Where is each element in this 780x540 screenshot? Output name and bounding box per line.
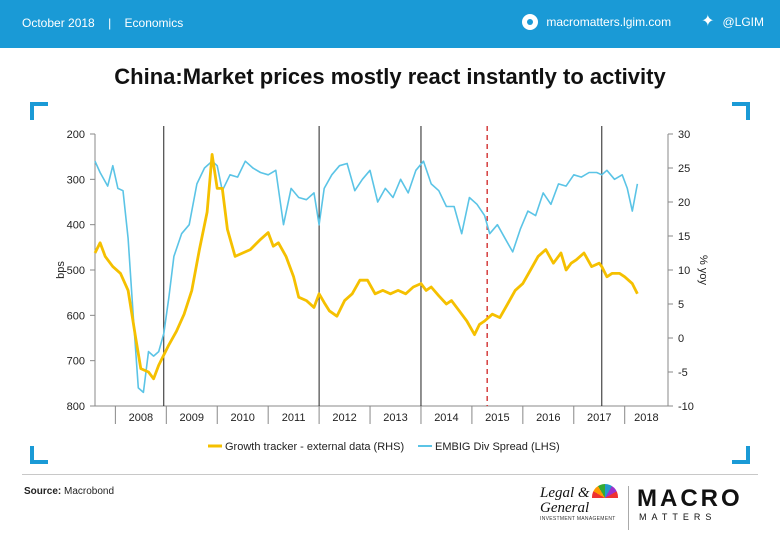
page-title: China:Market prices mostly react instant… bbox=[114, 64, 666, 89]
legend-spread-label: EMBIG Div Spread (LHS) bbox=[435, 441, 560, 453]
left-axis-title: bps bbox=[55, 261, 67, 279]
right-tick-label: 15 bbox=[678, 231, 690, 243]
header-section: Economics bbox=[124, 16, 184, 30]
logo-lg-line3: INVESTMENT MANAGEMENT bbox=[540, 516, 616, 522]
x-tick-label: 2015 bbox=[485, 412, 509, 424]
header-twitter-link[interactable]: @LGIM bbox=[722, 15, 764, 29]
header-left: October 2018 | Economics bbox=[22, 16, 193, 30]
globe-icon bbox=[522, 14, 539, 30]
umbrella-icon bbox=[592, 484, 618, 498]
left-tick-label: 700 bbox=[67, 356, 85, 368]
left-tick-label: 400 bbox=[67, 220, 85, 232]
growth-tracker-line bbox=[93, 152, 639, 381]
x-tick-label: 2018 bbox=[634, 412, 658, 424]
x-tick-label: 2014 bbox=[434, 412, 458, 424]
logo-matters-text: MATTERS bbox=[639, 512, 717, 522]
header-bar: October 2018 | Economics macromatters.lg… bbox=[0, 0, 780, 48]
logo-macro-text: MACRO bbox=[637, 485, 743, 512]
x-tick-label: 2008 bbox=[129, 412, 153, 424]
right-tick-label: -10 bbox=[678, 401, 694, 413]
header-right: macromatters.lgim.com ✦ @LGIM bbox=[522, 14, 764, 30]
x-tick-label: 2017 bbox=[587, 412, 611, 424]
left-tick-label: 200 bbox=[67, 129, 85, 141]
x-tick-label: 2009 bbox=[180, 412, 204, 424]
right-tick-label: 10 bbox=[678, 265, 690, 277]
source-label: Source: bbox=[24, 486, 62, 497]
left-tick-label: 800 bbox=[67, 401, 85, 413]
corner-bracket-top-left bbox=[30, 102, 48, 120]
header-website-link[interactable]: macromatters.lgim.com bbox=[546, 15, 672, 29]
x-tick-label: 2012 bbox=[332, 412, 356, 424]
source-note: Source: Macrobond bbox=[24, 486, 114, 497]
logo-lg-line1: Legal & bbox=[540, 485, 590, 501]
legend-growth-label: Growth tracker - external data (RHS) bbox=[225, 441, 404, 453]
header-date: October 2018 bbox=[22, 16, 95, 30]
source-value: Macrobond bbox=[64, 486, 115, 497]
left-tick-label: 600 bbox=[67, 310, 85, 322]
x-tick-label: 2010 bbox=[230, 412, 254, 424]
corner-bracket-bottom-right bbox=[732, 446, 750, 464]
right-tick-label: -5 bbox=[678, 367, 688, 379]
x-tick-label: 2011 bbox=[282, 412, 306, 424]
macro-matters-logo: MACRO MATTERS bbox=[628, 486, 767, 530]
right-tick-label: 20 bbox=[678, 197, 690, 209]
footer-divider bbox=[22, 474, 758, 475]
legal-general-logo: Legal & General INVESTMENT MANAGEMENT bbox=[540, 484, 620, 528]
header-separator: | bbox=[108, 16, 112, 30]
right-axis-title: % yoy bbox=[697, 255, 709, 285]
right-tick-label: 5 bbox=[678, 299, 684, 311]
right-tick-label: 0 bbox=[678, 333, 684, 345]
corner-bracket-bottom-left bbox=[30, 446, 48, 464]
x-tick-label: 2013 bbox=[383, 412, 407, 424]
right-tick-label: 30 bbox=[678, 129, 690, 141]
left-tick-label: 300 bbox=[67, 174, 85, 186]
left-tick-label: 500 bbox=[67, 265, 85, 277]
x-tick-label: 2016 bbox=[536, 412, 560, 424]
right-tick-label: 25 bbox=[678, 163, 690, 175]
logo-lg-line2: General bbox=[540, 500, 590, 516]
corner-bracket-top-right bbox=[732, 102, 750, 120]
twitter-icon: ✦ bbox=[701, 13, 715, 30]
embig-spread-line bbox=[94, 160, 639, 394]
chart-svg: 200300400500600700800302520151050-5-10bp… bbox=[55, 126, 709, 453]
